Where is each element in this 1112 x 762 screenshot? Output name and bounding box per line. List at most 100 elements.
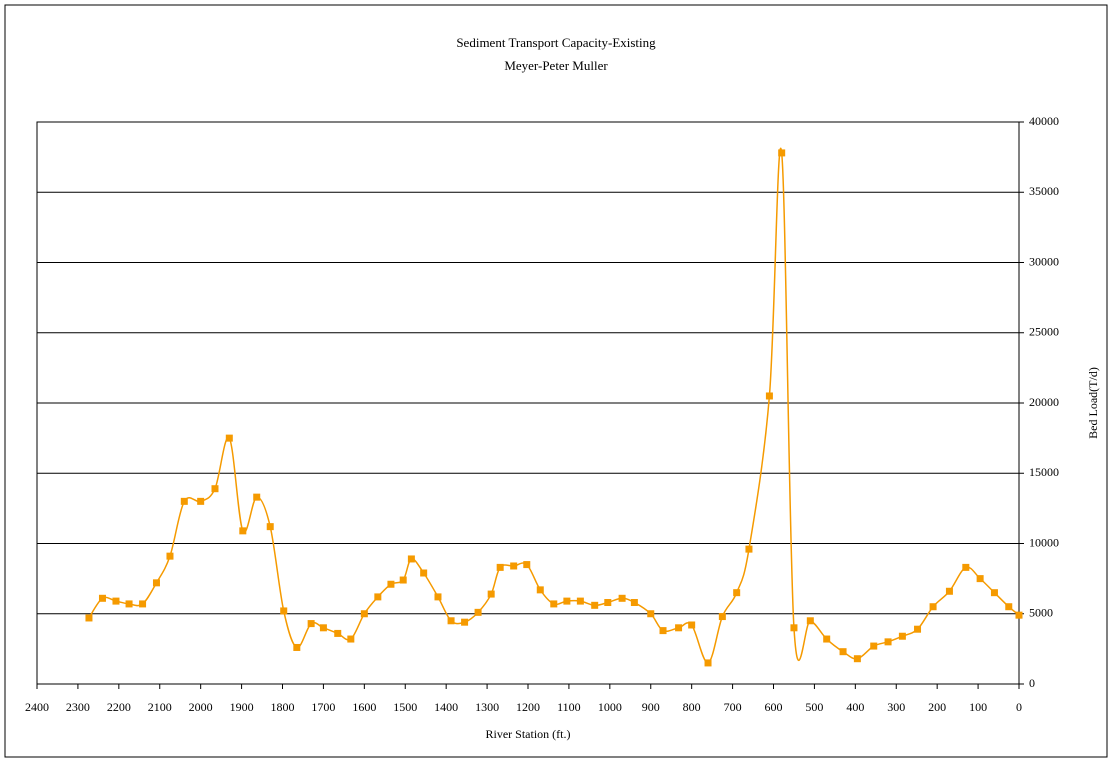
data-point bbox=[990, 589, 998, 597]
data-point bbox=[374, 593, 382, 601]
data-point bbox=[591, 601, 599, 609]
data-point bbox=[778, 149, 786, 157]
x-tick-label: 2100 bbox=[148, 700, 172, 714]
y-tick-label: 30000 bbox=[1029, 254, 1059, 268]
data-point bbox=[266, 523, 274, 531]
data-point bbox=[630, 599, 638, 607]
chart-frame bbox=[4, 4, 1108, 758]
data-point bbox=[647, 610, 655, 618]
x-tick-label: 600 bbox=[765, 700, 783, 714]
data-point bbox=[112, 597, 120, 605]
data-point bbox=[675, 624, 683, 632]
x-tick-label: 2000 bbox=[189, 700, 213, 714]
data-point bbox=[139, 600, 147, 608]
x-tick-label: 0 bbox=[1016, 700, 1022, 714]
y-tick-label: 35000 bbox=[1029, 184, 1059, 198]
data-point bbox=[293, 643, 301, 651]
x-tick-label: 1300 bbox=[475, 700, 499, 714]
data-point bbox=[688, 621, 696, 629]
x-tick-label: 900 bbox=[642, 700, 660, 714]
data-point bbox=[550, 600, 558, 608]
x-tick-label: 200 bbox=[928, 700, 946, 714]
data-point bbox=[1015, 611, 1023, 619]
chart-subtitle: Meyer-Peter Muller bbox=[504, 58, 608, 73]
data-point bbox=[420, 569, 428, 577]
x-tick-label: 300 bbox=[887, 700, 905, 714]
data-point bbox=[604, 599, 612, 607]
data-point bbox=[523, 561, 531, 569]
data-point bbox=[152, 579, 160, 587]
data-point bbox=[211, 485, 219, 493]
y-tick-label: 25000 bbox=[1029, 325, 1059, 339]
data-point bbox=[659, 627, 667, 635]
x-tick-label: 1100 bbox=[557, 700, 581, 714]
data-point bbox=[334, 629, 342, 637]
data-point bbox=[387, 580, 395, 588]
y-tick-label: 5000 bbox=[1029, 606, 1053, 620]
data-point bbox=[929, 603, 937, 611]
chart-title: Sediment Transport Capacity-Existing bbox=[456, 35, 656, 50]
data-point bbox=[225, 434, 233, 442]
x-tick-label: 100 bbox=[969, 700, 987, 714]
x-tick-label: 400 bbox=[846, 700, 864, 714]
data-point bbox=[496, 563, 504, 571]
data-point bbox=[487, 590, 495, 598]
data-point bbox=[914, 625, 922, 633]
data-point bbox=[461, 618, 469, 626]
x-tick-label: 700 bbox=[724, 700, 742, 714]
x-tick-label: 500 bbox=[805, 700, 823, 714]
data-point bbox=[434, 593, 442, 601]
data-point bbox=[280, 607, 288, 615]
x-tick-label: 2400 bbox=[25, 700, 49, 714]
x-tick-label: 1800 bbox=[271, 700, 295, 714]
x-tick-label: 1700 bbox=[311, 700, 335, 714]
data-point bbox=[718, 613, 726, 621]
data-point bbox=[898, 632, 906, 640]
data-point bbox=[704, 659, 712, 667]
x-tick-label: 2300 bbox=[66, 700, 90, 714]
data-point bbox=[536, 586, 544, 594]
data-point bbox=[347, 635, 355, 643]
data-point bbox=[407, 555, 415, 563]
data-point bbox=[962, 563, 970, 571]
y-tick-label: 0 bbox=[1029, 676, 1035, 690]
x-tick-label: 2200 bbox=[107, 700, 131, 714]
x-tick-label: 1900 bbox=[230, 700, 254, 714]
data-point bbox=[870, 642, 878, 650]
data-point bbox=[563, 597, 571, 605]
y-axis-label: Bed Load(T/d) bbox=[1086, 367, 1100, 439]
data-point bbox=[1005, 603, 1013, 611]
data-point bbox=[576, 597, 584, 605]
data-point bbox=[98, 594, 106, 602]
x-tick-label: 1600 bbox=[352, 700, 376, 714]
data-point bbox=[197, 497, 205, 505]
x-tick-label: 1000 bbox=[598, 700, 622, 714]
data-point bbox=[399, 576, 407, 584]
data-point bbox=[253, 493, 261, 501]
data-point bbox=[510, 562, 518, 570]
data-point bbox=[166, 552, 174, 560]
data-point bbox=[884, 638, 892, 646]
data-point bbox=[239, 527, 247, 535]
data-point bbox=[474, 608, 482, 616]
x-tick-label: 1200 bbox=[516, 700, 540, 714]
data-point bbox=[790, 624, 798, 632]
x-tick-label: 800 bbox=[683, 700, 701, 714]
data-point bbox=[945, 587, 953, 595]
data-point bbox=[180, 497, 188, 505]
x-tick-label: 1500 bbox=[393, 700, 417, 714]
data-point bbox=[447, 617, 455, 625]
x-axis-label: River Station (ft.) bbox=[486, 727, 571, 741]
y-tick-label: 15000 bbox=[1029, 465, 1059, 479]
data-point bbox=[823, 635, 831, 643]
y-tick-label: 40000 bbox=[1029, 114, 1059, 128]
data-point bbox=[307, 620, 315, 628]
x-tick-label: 1400 bbox=[434, 700, 458, 714]
data-point bbox=[806, 617, 814, 625]
y-tick-label: 20000 bbox=[1029, 395, 1059, 409]
data-point bbox=[125, 600, 133, 608]
data-point bbox=[839, 648, 847, 656]
data-point bbox=[745, 545, 753, 553]
data-point bbox=[976, 575, 984, 583]
